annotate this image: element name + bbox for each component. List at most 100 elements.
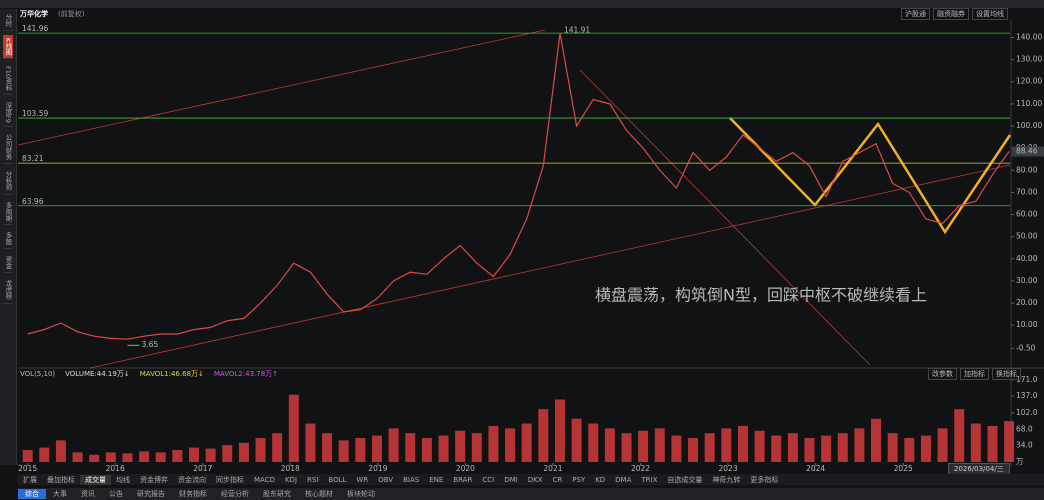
- sidebar-item[interactable]: 分时: [3, 11, 13, 31]
- bottom-tab[interactable]: 板块轮动: [347, 490, 375, 498]
- indicator-tab[interactable]: 自选成交量: [667, 475, 703, 484]
- volume-bar: [238, 442, 249, 462]
- indicator-tab[interactable]: 同步指标: [216, 475, 244, 484]
- indicator-tab[interactable]: OBV: [378, 475, 394, 484]
- indicator-tab[interactable]: KDJ: [284, 475, 298, 484]
- volume-bar: [322, 433, 333, 462]
- y-tick-label: 20.00: [1016, 298, 1038, 307]
- indicator-tab[interactable]: RSI: [307, 475, 319, 484]
- zigzag-pattern: [729, 117, 1012, 235]
- indicator-tab[interactable]: 资金流向: [178, 475, 206, 484]
- volume-bar: [604, 428, 615, 462]
- indicator-tab[interactable]: 扩展: [23, 475, 37, 484]
- volume-bar: [55, 440, 66, 462]
- volume-buttons: 改参数 加指标 换指标: [925, 367, 1021, 380]
- volume-bar: [288, 394, 299, 462]
- indicator-tab[interactable]: MACD: [254, 475, 275, 484]
- top-strip: [0, 0, 1044, 8]
- indicator-tab[interactable]: 更多指标: [750, 475, 779, 484]
- volume-bar: [338, 440, 349, 462]
- sidebar-item[interactable]: 分析师: [3, 168, 13, 195]
- top-button[interactable]: 设置均线: [972, 7, 1008, 20]
- volume-bar: [438, 435, 449, 462]
- bottom-tab[interactable]: 核心题材: [305, 490, 333, 498]
- bottom-tab[interactable]: 经营分析: [221, 490, 249, 498]
- volume-bar: [139, 451, 150, 462]
- volume-bar: [704, 433, 715, 462]
- sidebar-item[interactable]: 龙虎榜: [3, 277, 13, 304]
- bottom-tab[interactable]: 综合: [18, 489, 46, 499]
- volume-bar: [521, 423, 532, 462]
- bottom-tab[interactable]: 研究报告: [137, 490, 165, 498]
- volume-bar: [671, 435, 682, 462]
- top-button[interactable]: 融资融券: [933, 7, 969, 20]
- volume-bar: [122, 453, 133, 462]
- sidebar-item[interactable]: 深度F9: [3, 99, 13, 128]
- sidebar-item[interactable]: 多股: [3, 229, 13, 250]
- annotation: 横盘震荡，构筑倒N型，回踩中枢不破继续看上: [595, 286, 927, 305]
- volume-bar: [172, 449, 183, 462]
- bottom-tab[interactable]: 公告: [109, 490, 123, 498]
- indicator-tab[interactable]: BOLL: [328, 475, 347, 484]
- x-tick-label: 2022: [631, 464, 650, 473]
- volume-bar: [272, 433, 283, 462]
- bottom-tab[interactable]: 大事: [53, 490, 67, 498]
- volume-button[interactable]: 加指标: [960, 367, 989, 380]
- indicator-tab[interactable]: PSY: [572, 475, 586, 484]
- top-buttons: 沪股通 融资融券 设置均线: [898, 7, 1008, 20]
- volume-button[interactable]: 改参数: [928, 367, 957, 380]
- x-tick-label: 2024: [806, 464, 825, 473]
- indicator-tab[interactable]: BRAR: [453, 475, 473, 484]
- indicator-tab[interactable]: 均线: [116, 475, 130, 484]
- volume-bar: [754, 430, 765, 462]
- indicator-tab[interactable]: 叠加指标: [47, 475, 75, 484]
- sidebar-item[interactable]: 多周期: [3, 199, 13, 226]
- sidebar-item[interactable]: F10资料: [3, 63, 13, 96]
- volume-bar: [105, 452, 116, 462]
- indicator-tab[interactable]: BIAS: [403, 475, 420, 484]
- volume-bar: [621, 433, 632, 462]
- sidebar-item[interactable]: 公司财务: [3, 131, 13, 165]
- indicator-tab[interactable]: 资金博弈: [140, 475, 168, 484]
- bottom-tab[interactable]: 资讯: [81, 490, 95, 498]
- cursor-date-text: 2026/03/04/三: [954, 465, 1004, 473]
- indicator-tab[interactable]: ENE: [429, 475, 444, 484]
- volume-bar: [821, 435, 832, 462]
- price-line: [27, 33, 1010, 340]
- volume-bar: [1004, 421, 1015, 462]
- volume-legend: VOL(5,10) VOLUME:44.19万↓ MAVOL1:46.68万↓ MAV…: [20, 369, 283, 378]
- volume-bar: [771, 435, 782, 462]
- peak-label: 141.91: [564, 25, 590, 34]
- y-tick-label: 102.0: [1016, 408, 1038, 417]
- volume-bar: [904, 437, 915, 462]
- title-row: 万华化学 (前复权): [20, 8, 89, 19]
- volume-indicator: VOLUME:44.19万↓: [65, 369, 130, 378]
- volume-bar: [887, 433, 898, 462]
- bottom-tab[interactable]: 财务指标: [179, 490, 207, 498]
- indicator-tab[interactable]: TRIX: [641, 475, 658, 484]
- indicator-tab[interactable]: DMA: [615, 475, 632, 484]
- bottom-tab[interactable]: 股东研究: [263, 490, 291, 498]
- indicator-tab[interactable]: WR: [356, 475, 369, 484]
- sidebar-item[interactable]: K线图: [3, 35, 13, 60]
- indicator-tab[interactable]: DKX: [527, 475, 543, 484]
- sidebar-item[interactable]: 资金: [3, 253, 13, 274]
- indicator-tab[interactable]: KD: [595, 475, 606, 484]
- indicator-tab[interactable]: 神奇九转: [712, 475, 741, 484]
- x-tick-label: 2019: [368, 464, 387, 473]
- volume-bar: [737, 425, 748, 462]
- volume-bar: [188, 447, 199, 462]
- indicator-tab[interactable]: 成交量: [80, 474, 111, 485]
- volume-bar: [571, 418, 582, 462]
- volume-button[interactable]: 换指标: [992, 367, 1021, 380]
- top-button[interactable]: 沪股通: [901, 7, 930, 20]
- indicator-tab[interactable]: CR: [552, 475, 563, 484]
- bottom-tabs: 综合 大事 资讯 公告 研究报告 财务指标 经营分析 股东研究 核心题材 板块轮动: [18, 488, 1044, 500]
- indicator-tab[interactable]: CCI: [482, 475, 495, 484]
- volume-bar: [89, 454, 100, 462]
- indicator-tab[interactable]: DMI: [504, 475, 518, 484]
- x-tick-label: 2025: [894, 464, 913, 473]
- y-tick-label: 140.00: [1016, 32, 1042, 41]
